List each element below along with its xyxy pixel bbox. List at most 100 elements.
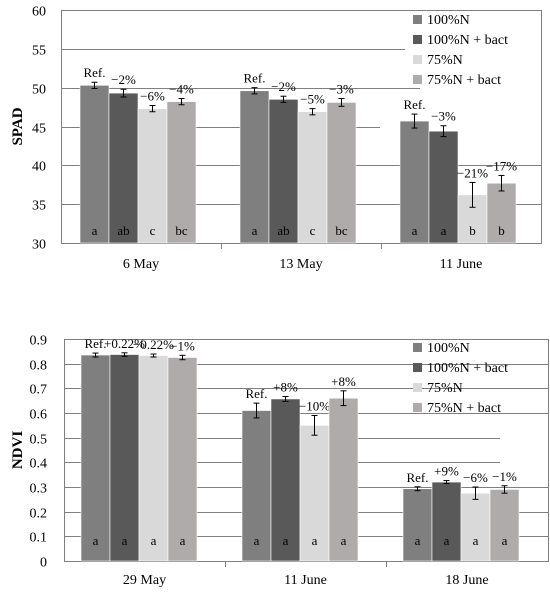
ndvi-data-label: +0.22% [104,336,145,351]
spad-bar [166,101,197,244]
spad-significance-letter: bc [335,223,348,238]
ndvi-data-label: −1% [170,338,195,353]
spad-bar [137,108,168,244]
spad-bar [297,111,328,244]
ndvi-bar [402,488,433,562]
spad-y-tick-label: 35 [32,199,46,214]
spad-data-label: −2% [111,72,136,87]
spad-significance-letter: ab [117,223,129,238]
ndvi-data-label: −1% [492,469,517,484]
ndvi-bar [460,492,491,562]
ndvi-bar [328,397,359,562]
spad-data-label: −3% [431,109,456,124]
spad-y-tick-label: 55 [32,44,46,59]
spad-significance-letter: a [252,223,258,238]
ndvi-data-label: +9% [434,464,459,479]
ndvi-significance-letter: a [180,533,186,548]
spad-data-label: Ref. [403,97,425,112]
ndvi-y-tick-label: 0.5 [30,433,48,448]
ndvi-legend-swatch [413,383,422,392]
spad-data-label: −6% [140,89,165,104]
ndvi-significance-letter: a [444,533,450,548]
ndvi-bar [80,354,111,562]
spad-bar [239,90,270,244]
ndvi-legend-label: 75%N [427,381,463,396]
ndvi-significance-letter: a [415,533,421,548]
ndvi-category-label: 29 May [123,573,166,588]
spad-bar [486,182,517,244]
ndvi-significance-letter: a [473,533,479,548]
ndvi-bar [109,354,140,562]
spad-legend-swatch [413,75,422,84]
ndvi-bar [167,357,198,562]
ndvi-legend-swatch [413,403,422,412]
spad-category-label: 11 June [440,257,483,272]
ndvi-y-axis-title: NDVI [10,431,26,469]
ndvi-y-tick-label: 0.1 [30,531,48,546]
spad-bar [326,102,357,244]
spad-data-label: −3% [329,82,354,97]
spad-category-label: 6 May [123,257,159,272]
ndvi-legend-label: 100%N [427,341,470,356]
ndvi-data-label: +8% [331,374,356,389]
ndvi-significance-letter: a [93,533,99,548]
spad-legend-label: 75%N [427,53,463,68]
ndvi-bar [489,489,520,562]
ndvi-significance-letter: a [283,533,289,548]
spad-significance-letter: a [412,223,418,238]
ndvi-legend-swatch [413,363,422,372]
ndvi-plot-frame [64,339,549,562]
ndvi-data-label: Ref. [245,386,267,401]
spad-y-tick-label: 50 [32,83,46,98]
ndvi-bar [270,398,301,562]
ndvi-bar [431,481,462,562]
ndvi-legend-swatch [413,343,422,352]
ndvi-data-label: −10% [299,398,330,413]
spad-bar [108,92,139,244]
spad-significance-letter: a [92,223,98,238]
spad-significance-letter: a [441,223,447,238]
spad-bar [428,130,459,244]
spad-y-tick-label: 40 [32,160,46,175]
spad-data-label: −17% [486,158,517,173]
ndvi-significance-letter: a [254,533,260,548]
spad-data-label: Ref. [83,65,105,80]
ndvi-significance-letter: a [341,533,347,548]
spad-significance-letter: b [469,223,476,238]
spad-bar [268,99,299,244]
ndvi-y-tick-label: 0 [40,556,47,571]
ndvi-significance-letter: a [312,533,318,548]
spad-significance-letter: ab [277,223,289,238]
ndvi-significance-letter: a [151,533,157,548]
ndvi-y-tick-label: 0.4 [30,457,48,472]
spad-y-tick-label: 30 [32,238,46,253]
ndvi-y-tick-label: 0.7 [30,383,48,398]
ndvi-data-label: −6% [463,470,488,485]
spad-y-tick-label: 60 [32,5,46,20]
ndvi-legend-label: 75%N + bact [427,401,501,416]
spad-significance-letter: b [498,223,505,238]
spad-significance-letter: c [310,223,316,238]
spad-significance-letter: c [150,223,156,238]
spad-legend-label: 100%N [427,13,470,28]
spad-bar [79,85,110,244]
spad-significance-letter: bc [175,223,188,238]
spad-data-label: −5% [300,92,325,107]
spad-legend-label: 100%N + bact [427,33,508,48]
spad-data-label: −2% [271,79,296,94]
spad-data-label: Ref. [243,71,265,86]
spad-category-label: 13 May [279,257,322,272]
ndvi-chart: 0 0.1 0.2 0.3 0.4 0.5 0.6 0.7 0.8 0.9 NDVI 29 May Re… [10,334,549,588]
ndvi-y-tick-label: 0.8 [30,359,48,374]
spad-legend-swatch [413,35,422,44]
ndvi-data-label: +8% [273,379,298,394]
spad-plot-frame [61,10,542,244]
ndvi-category-label: 11 June [284,573,327,588]
spad-data-label: −21% [457,165,488,180]
ndvi-significance-letter: a [122,533,128,548]
ndvi-significance-letter: a [502,533,508,548]
spad-y-tick-label: 45 [32,122,46,137]
ndvi-legend-label: 100%N + bact [427,361,508,376]
